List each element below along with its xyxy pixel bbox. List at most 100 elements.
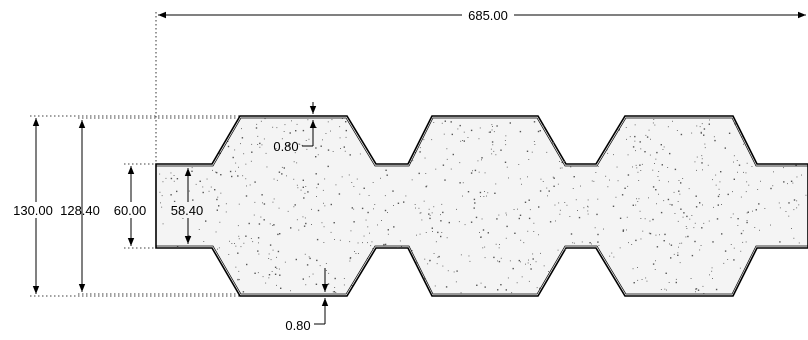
speckle-dot bbox=[467, 191, 470, 193]
speckle-dot bbox=[677, 220, 679, 222]
speckle-dot bbox=[538, 206, 540, 208]
speckle-dot bbox=[500, 257, 502, 259]
speckle-dot bbox=[316, 196, 317, 197]
speckle-dot bbox=[161, 195, 163, 197]
speckle-dot bbox=[518, 217, 520, 220]
speckle-dot bbox=[387, 212, 388, 213]
speckle-dot bbox=[331, 119, 333, 121]
speckle-dot bbox=[278, 268, 280, 270]
speckle-dot bbox=[232, 156, 234, 159]
speckle-dot bbox=[225, 203, 227, 205]
speckle-dot bbox=[668, 181, 669, 183]
speckle-dot bbox=[533, 222, 535, 224]
speckle-dot bbox=[639, 141, 641, 143]
speckle-dot bbox=[621, 194, 624, 196]
speckle-dot bbox=[214, 189, 216, 191]
speckle-dot bbox=[733, 161, 734, 163]
speckle-dot bbox=[441, 203, 443, 205]
speckle-dot bbox=[351, 182, 353, 183]
speckle-dot bbox=[529, 209, 531, 211]
speckle-dot bbox=[646, 136, 649, 138]
speckle-dot bbox=[423, 200, 425, 202]
speckle-dot bbox=[505, 237, 507, 239]
speckle-dot bbox=[208, 190, 210, 192]
speckle-dot bbox=[210, 186, 212, 188]
speckle-dot bbox=[290, 290, 291, 292]
speckle-dot bbox=[293, 161, 295, 163]
speckle-dot bbox=[481, 157, 483, 159]
speckle-dot bbox=[549, 221, 552, 223]
speckle-dot bbox=[258, 242, 259, 244]
speckle-dot bbox=[555, 220, 556, 222]
speckle-dot bbox=[480, 196, 481, 197]
speckle-dot bbox=[428, 208, 430, 210]
speckle-dot bbox=[365, 219, 367, 221]
speckle-dot bbox=[654, 124, 656, 126]
speckle-dot bbox=[332, 291, 334, 293]
speckle-dot bbox=[645, 277, 647, 279]
speckle-dot bbox=[322, 139, 323, 141]
speckle-dot bbox=[268, 277, 270, 279]
speckle-dot bbox=[696, 156, 698, 158]
speckle-dot bbox=[195, 183, 197, 185]
speckle-dot bbox=[790, 180, 793, 182]
speckle-dot bbox=[680, 208, 682, 210]
speckle-dot bbox=[770, 187, 772, 190]
speckle-dot bbox=[345, 136, 347, 138]
speckle-dot bbox=[679, 262, 681, 264]
speckle-dot bbox=[302, 216, 304, 218]
speckle-dot bbox=[723, 262, 725, 264]
speckle-dot bbox=[751, 166, 753, 167]
speckle-dot bbox=[444, 179, 446, 181]
speckle-dot bbox=[481, 218, 483, 220]
corrugated-profile bbox=[155, 115, 808, 297]
speckle-dot bbox=[704, 143, 706, 145]
speckle-dot bbox=[591, 180, 593, 182]
speckle-dot bbox=[317, 183, 319, 185]
speckle-dot bbox=[323, 242, 325, 243]
speckle-dot bbox=[707, 164, 709, 166]
speckle-dot bbox=[694, 240, 696, 243]
speckle-dot bbox=[489, 131, 491, 133]
speckle-dot bbox=[425, 185, 427, 188]
speckle-dot bbox=[491, 129, 493, 131]
speckle-dot bbox=[660, 211, 663, 214]
speckle-dot bbox=[238, 270, 240, 272]
top-thickness-label: 0.80 bbox=[273, 139, 298, 154]
speckle-dot bbox=[304, 192, 306, 194]
speckle-dot bbox=[656, 246, 659, 248]
speckle-dot bbox=[296, 162, 298, 164]
speckle-dot bbox=[724, 147, 726, 149]
speckle-dot bbox=[688, 188, 690, 190]
speckle-dot bbox=[480, 237, 482, 238]
speckle-dot bbox=[323, 226, 325, 228]
speckle-dot bbox=[631, 244, 633, 245]
speckle-dot bbox=[435, 241, 437, 243]
speckle-dot bbox=[657, 176, 659, 177]
speckle-dot bbox=[220, 192, 222, 194]
speckle-dot bbox=[758, 203, 760, 205]
speckle-dot bbox=[238, 166, 239, 168]
speckle-dot bbox=[672, 120, 673, 122]
speckle-dot bbox=[740, 196, 742, 198]
speckle-dot bbox=[715, 174, 717, 176]
speckle-dot bbox=[242, 175, 244, 177]
speckle-dot bbox=[238, 238, 240, 240]
speckle-dot bbox=[276, 268, 278, 269]
speckle-dot bbox=[349, 260, 351, 262]
speckle-dot bbox=[759, 229, 760, 231]
speckle-dot bbox=[597, 233, 599, 236]
speckle-dot bbox=[325, 270, 327, 271]
speckle-dot bbox=[349, 154, 351, 156]
speckle-dot bbox=[663, 146, 665, 148]
speckle-dot bbox=[593, 180, 595, 182]
speckle-dot bbox=[638, 198, 640, 200]
speckle-dot bbox=[458, 221, 460, 223]
speckle-dot bbox=[476, 284, 478, 286]
speckle-dot bbox=[467, 137, 469, 138]
speckle-dot bbox=[250, 238, 252, 239]
speckle-dot bbox=[302, 278, 304, 280]
speckle-dot bbox=[411, 250, 413, 251]
speckle-dot bbox=[770, 224, 771, 226]
speckle-dot bbox=[627, 185, 629, 187]
